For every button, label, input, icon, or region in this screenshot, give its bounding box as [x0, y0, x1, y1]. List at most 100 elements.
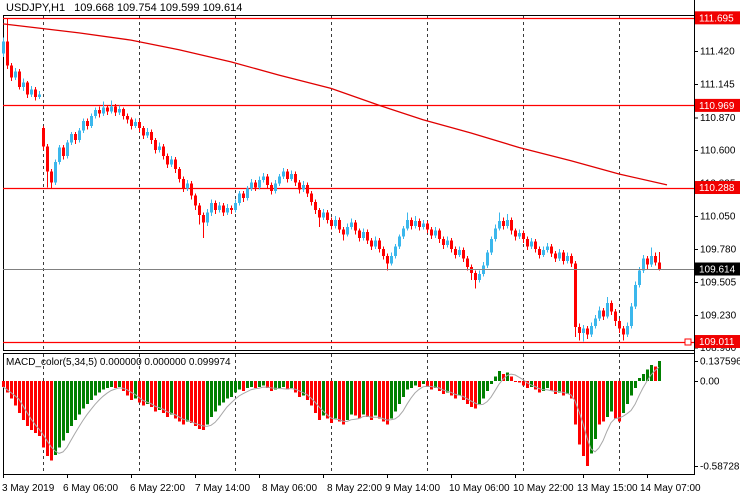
- macd-panel: [2, 353, 695, 475]
- candle-body: [178, 169, 181, 179]
- candle-body: [542, 249, 545, 255]
- macd-bar: [278, 381, 281, 389]
- candle-body: [190, 183, 193, 196]
- macd-bar: [338, 381, 341, 422]
- level-line-handle[interactable]: [684, 338, 692, 346]
- candle-body: [346, 227, 349, 235]
- macd-bar: [470, 381, 473, 408]
- macd-bar: [294, 381, 297, 393]
- price-tick-label: 109.505: [700, 277, 737, 288]
- candle-body: [518, 233, 521, 237]
- candle-body: [434, 230, 437, 236]
- macd-signal-line: [2, 366, 660, 454]
- macd-bar: [430, 381, 433, 390]
- macd-bar: [178, 381, 181, 422]
- macd-bar: [346, 381, 349, 421]
- candle-body: [18, 71, 21, 88]
- macd-bar: [306, 381, 309, 400]
- candle-body: [526, 239, 529, 247]
- macd-bar: [18, 381, 21, 413]
- candle-body: [446, 240, 449, 246]
- price-tick-label: 109.230: [700, 311, 737, 322]
- macd-bar: [330, 381, 333, 423]
- price-tick-label: 110.050: [700, 212, 736, 223]
- macd-bar: [402, 381, 405, 397]
- macd-bar: [414, 381, 417, 386]
- candle-body: [342, 229, 345, 235]
- candle-body: [174, 159, 177, 170]
- macd-bar: [206, 381, 209, 425]
- macd-bar: [614, 381, 617, 419]
- macd-bar: [254, 381, 257, 389]
- macd-bar: [226, 381, 229, 399]
- candle-body: [382, 248, 385, 257]
- candle-body: [74, 134, 77, 141]
- candle-body: [282, 171, 285, 177]
- candle-body: [650, 256, 653, 265]
- candle-body: [34, 89, 37, 97]
- candle-body: [166, 155, 169, 165]
- candle-body: [354, 222, 357, 231]
- candle-body: [6, 41, 9, 66]
- macd-bar: [602, 381, 605, 422]
- candle-body: [10, 65, 13, 78]
- macd-bar: [406, 381, 409, 390]
- macd-bar: [58, 381, 61, 448]
- macd-bar: [498, 370, 501, 381]
- time-scale[interactable]: 3 May 2019 6 May 06:00 6 May 22:00 7 May 14…: [2, 474, 701, 494]
- macd-bar: [594, 381, 597, 439]
- candle-body: [82, 120, 85, 131]
- price-tick-label: 110.600: [700, 145, 736, 156]
- candle-body: [198, 205, 201, 216]
- candle-body: [298, 182, 301, 190]
- macd-bar: [106, 381, 109, 389]
- candle-body: [358, 230, 361, 238]
- candle-body: [390, 256, 393, 264]
- candle-body: [314, 201, 317, 211]
- macd-bar: [618, 381, 621, 422]
- macd-bar: [78, 381, 81, 415]
- candle-body: [230, 207, 233, 211]
- macd-bar: [446, 381, 449, 393]
- candle-body: [158, 146, 161, 150]
- macd-bar: [606, 381, 609, 418]
- symbol-period-label: USDJPY,H1: [6, 2, 66, 14]
- candle-body: [46, 146, 49, 172]
- candle-body: [210, 202, 213, 213]
- candle-body: [78, 130, 81, 141]
- macd-bar: [538, 381, 541, 393]
- macd-bar: [166, 381, 169, 418]
- candle-body: [350, 222, 353, 228]
- macd-bar: [562, 381, 565, 396]
- candle-body: [334, 219, 337, 226]
- macd-bar: [586, 381, 589, 466]
- candle-body: [534, 241, 537, 249]
- moving-average-line: [2, 23, 668, 186]
- candle-body: [122, 108, 125, 117]
- current-price-badge: [695, 262, 740, 276]
- macd-bar: [146, 381, 149, 405]
- candle-body: [254, 182, 257, 188]
- macd-bar: [510, 376, 513, 381]
- macd-bar: [478, 381, 481, 405]
- macd-bar: [630, 381, 633, 396]
- candle-body: [90, 116, 93, 126]
- candle-body: [498, 221, 501, 229]
- macd-bar: [214, 381, 217, 412]
- candle-body: [642, 258, 645, 271]
- price-scale[interactable]: 111.420111.145110.870110.600110.325110.0…: [694, 0, 740, 474]
- macd-bar: [110, 381, 113, 387]
- macd-bar: [474, 381, 477, 409]
- candle-body: [618, 321, 621, 329]
- macd-bar: [170, 381, 173, 415]
- candle-body: [270, 184, 273, 191]
- candle-body: [602, 310, 605, 317]
- candle-body: [202, 215, 205, 223]
- macd-bar: [566, 381, 569, 395]
- candle-wick: [203, 212, 204, 238]
- candle-body: [22, 82, 25, 88]
- candle-body: [490, 239, 493, 253]
- macd-tick-label: -0.587286: [700, 461, 740, 472]
- macd-bar: [362, 381, 365, 415]
